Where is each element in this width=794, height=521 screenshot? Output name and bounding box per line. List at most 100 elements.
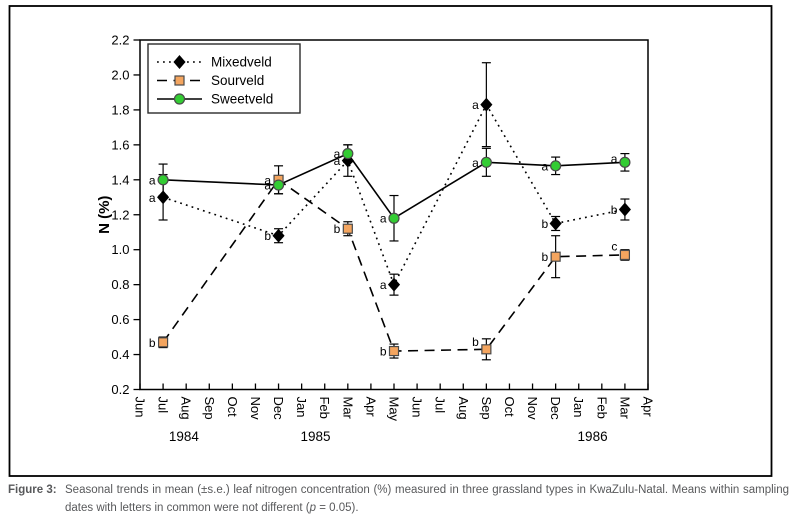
caption-line2-pre: dates with letters in common were not di… [65,501,310,514]
significance-letter: a [541,159,548,173]
x-tick-label: Aug [179,397,194,420]
significance-letter: a [472,156,479,170]
y-tick-label: 1.6 [111,137,129,152]
circle-marker [388,212,400,224]
significance-letter: c [611,239,617,253]
y-tick-label: 0.8 [111,277,129,292]
significance-letter: b [380,345,387,359]
x-tick-label: Feb [317,397,332,419]
significance-letter: a [611,152,618,166]
x-tick-label: Aug [456,397,471,420]
figure-caption: Figure 3: Seasonal trends in mean (±s.e.… [8,482,789,517]
significance-letter: b [149,336,156,350]
legend-label: Sweetveld [211,92,273,107]
caption-line2-pvalue: p [309,501,317,514]
square-marker [388,345,400,357]
x-axis-years: 1984 1985 1986 [169,429,608,444]
square-marker [619,249,631,261]
square-marker [157,337,169,348]
x-tick-label: Oct [225,397,240,418]
circle-marker [173,93,186,105]
x-tick-label: May [387,397,402,422]
significance-letter: a [380,212,387,226]
diamond-marker [480,97,493,112]
significance-letter: b [611,203,618,217]
x-tick-label: Jan [571,397,586,418]
y-tick-label: 1.2 [111,207,129,222]
diamond-marker [618,202,631,217]
x-axis: Jun Jul Aug Sep Oct Nov Dec Jan Feb Mar Apr May Jun J… [133,383,656,422]
circle-marker [342,147,354,160]
circle-marker [272,179,285,191]
diamond-marker [549,216,562,231]
square-marker [481,344,492,355]
x-tick-label: Sep [202,397,217,420]
x-tick-label: Sep [479,397,494,420]
significance-letter: a [334,147,341,161]
y-tick-label: 1.0 [111,242,129,257]
legend-box [147,43,301,114]
diamond-marker [157,190,170,205]
y-axis-title: N (%) [96,196,113,234]
x-tick-label: Dec [271,397,286,421]
legend-label: Sourveld [211,73,264,88]
x-tick-label: Jul [433,397,448,414]
series-markers-sweetveld [157,147,631,224]
diamond-marker [387,277,401,292]
x-tick-label: Apr [641,397,656,418]
square-marker [550,251,561,262]
diamond-marker [173,55,186,69]
significance-letter: a [472,98,479,112]
square-marker [342,223,353,234]
x-tick-label: Apr [363,397,378,418]
significance-letter: b [472,335,479,349]
circle-marker [550,160,562,172]
x-tick-label: Nov [525,397,540,421]
significance-letter: b [334,222,341,236]
circle-marker [619,156,631,168]
y-tick-label: 1.4 [111,172,129,187]
y-axis-label: N (%) [96,196,113,234]
y-tick-label: 0.4 [111,347,129,362]
x-tick-label: Mar [617,397,632,420]
legend: Mixedveld Sourveld Sweetveld [147,43,301,114]
year-label: 1985 [300,429,330,444]
significance-letter: b [541,217,548,231]
nitrogen-trends-chart: 0.2 0.4 0.6 0.8 1.0 1.2 1.4 1.6 1.8 2.0 2.2 N (%) Ju… [8,5,773,477]
x-tick-label: Oct [502,397,517,418]
square-marker [174,75,185,86]
significance-letter: b [541,250,548,264]
x-tick-label: Jan [294,397,309,418]
figure-caption-line1: Seasonal trends in mean (±s.e.) leaf nit… [65,484,789,496]
significance-letter: a [149,173,156,187]
x-tick-label: Feb [594,397,609,419]
y-axis: 0.2 0.4 0.6 0.8 1.0 1.2 1.4 1.6 1.8 2.0 2.2 [111,33,140,397]
x-tick-label: Nov [248,397,263,421]
diamond-marker [272,228,285,243]
caption-line2-post: = 0.05). [316,501,359,514]
y-tick-label: 2.2 [111,33,129,48]
significance-letter: a [380,278,387,292]
x-tick-label: Dec [548,397,563,421]
significance-letter: a [264,173,271,187]
circle-marker [157,174,169,186]
significance-letter: a [334,154,341,168]
y-tick-label: 1.8 [111,102,129,117]
y-tick-label: 2.0 [111,67,129,82]
series-letters-sourveld: b a b b b b c [149,173,618,358]
x-tick-label: Jun [133,397,148,418]
significance-letter: b [264,229,271,243]
legend-label: Mixedveld [211,55,272,70]
figure-caption-label: Figure 3: [8,484,57,496]
x-tick-label: Mar [340,397,355,420]
year-label: 1986 [578,429,608,444]
x-tick-label: Jul [156,397,171,414]
significance-letter: a [264,179,271,193]
significance-letter: a [149,191,156,205]
x-tick-label: Jun [410,397,425,418]
circle-marker [480,156,492,168]
figure-caption-line2: dates with letters in common were not di… [65,500,789,518]
y-tick-label: 0.2 [111,382,129,397]
